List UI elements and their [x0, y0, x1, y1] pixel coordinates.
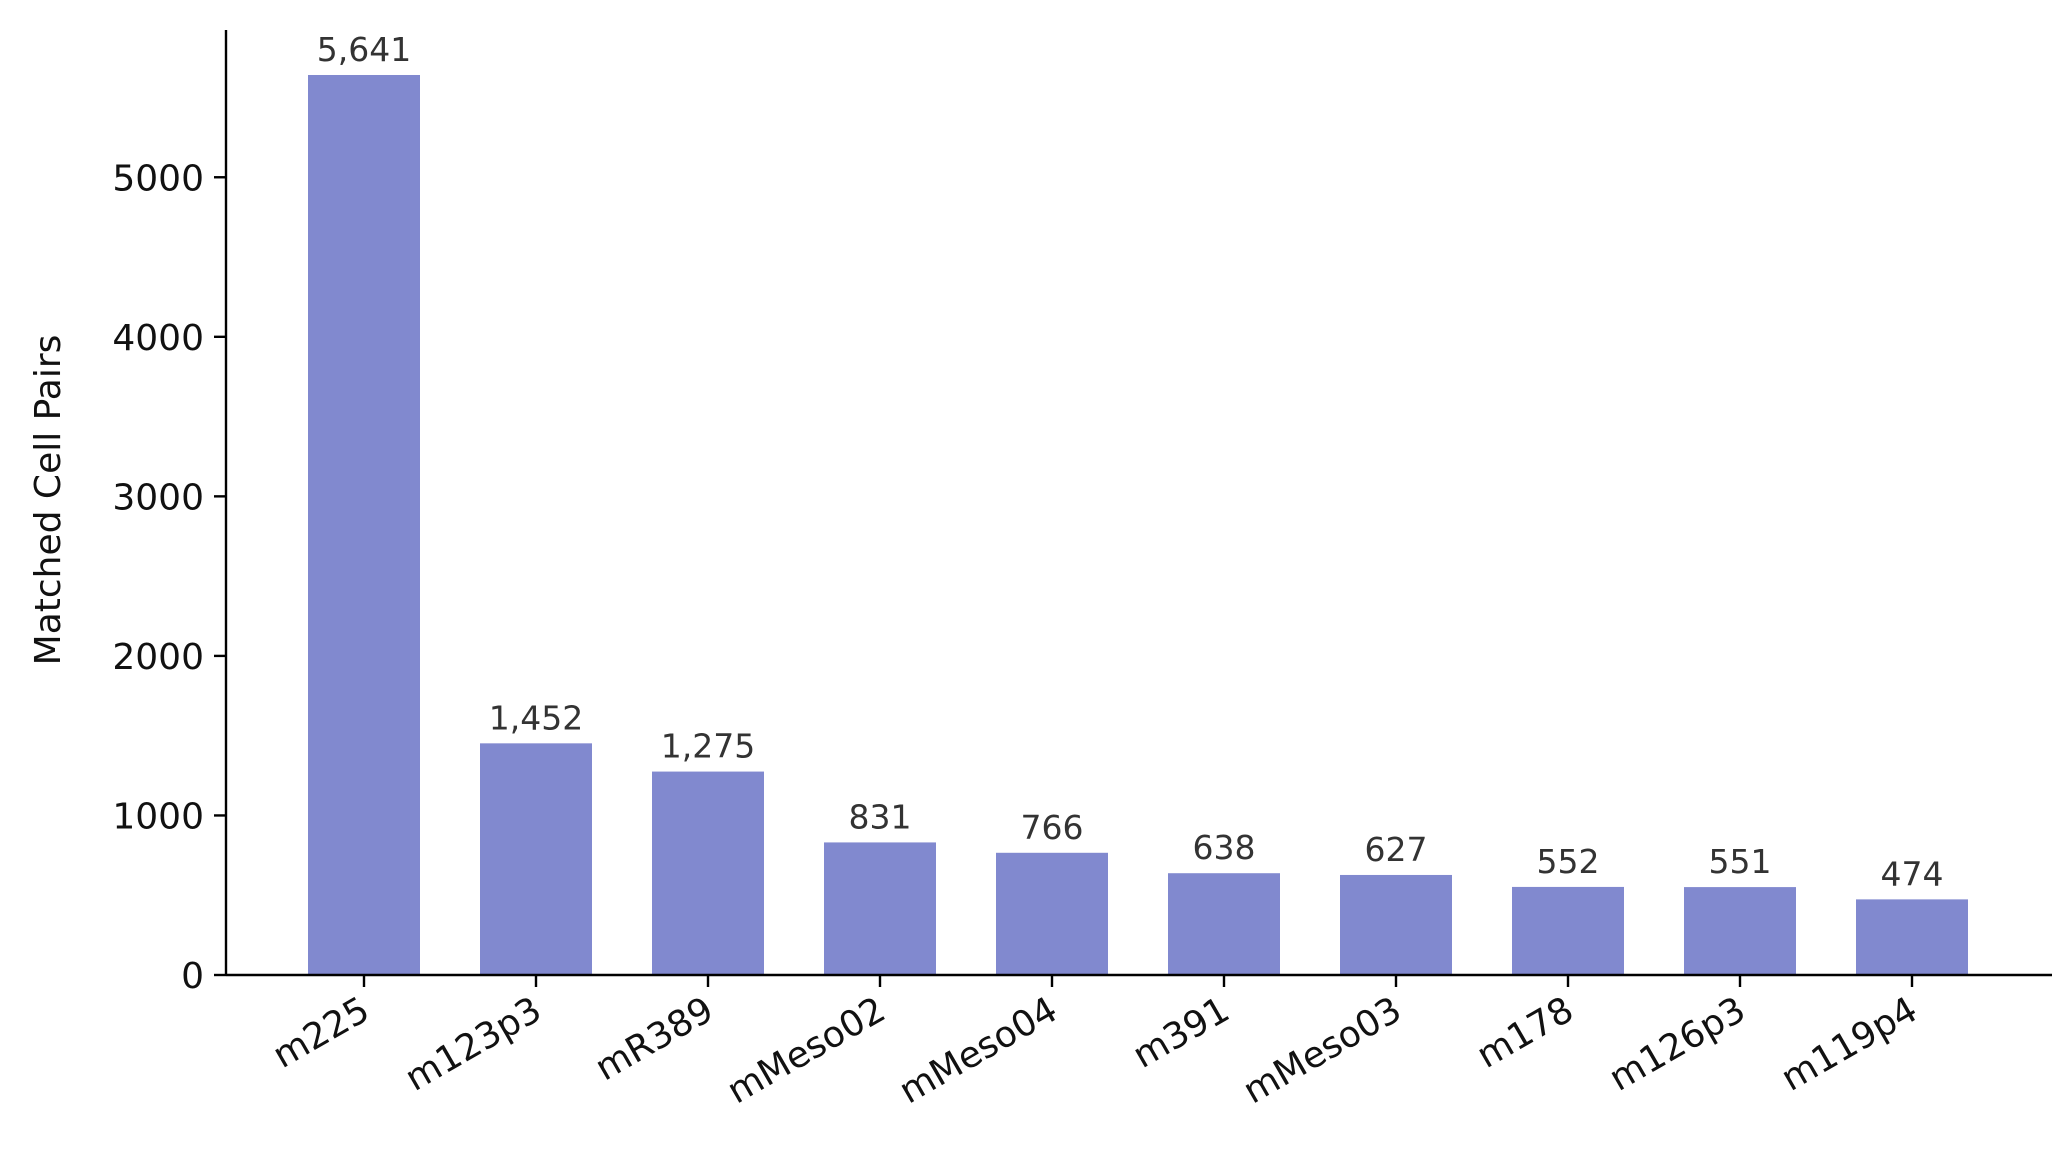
bar-m123p3	[480, 743, 592, 975]
data-label-m126p3: 551	[1709, 842, 1772, 881]
bar-m391	[1168, 873, 1280, 975]
x-tick-label-mR389: mR389	[588, 989, 720, 1089]
data-label-m178: 552	[1537, 842, 1600, 881]
y-tick-label: 1000	[112, 796, 204, 837]
x-tick-label-mMeso03: mMeso03	[1237, 989, 1409, 1112]
data-label-mR389: 1,275	[661, 727, 755, 766]
data-label-mMeso02: 831	[849, 797, 912, 836]
data-labels-group: 5,641 1,452 1,275 831 766 638 627 552 551 474	[317, 30, 1944, 893]
x-tick-label-m391: m391	[1126, 989, 1236, 1076]
y-tick-label: 2000	[112, 637, 204, 678]
bar-m119p4	[1856, 899, 1968, 975]
x-tick-label-m178: m178	[1470, 989, 1580, 1076]
y-axis-title: Matched Cell Pairs	[28, 335, 69, 666]
x-tick-label-m225: m225	[266, 989, 376, 1076]
x-axis: m225 m123p3 mR389 mMeso02 mMeso04 m391 mMeso03…	[226, 973, 2052, 1112]
y-tick-label: 3000	[112, 477, 204, 518]
bar-mMeso02	[824, 842, 936, 975]
data-label-m391: 638	[1193, 828, 1256, 867]
bar-m225	[308, 74, 420, 975]
bar-mR389	[652, 771, 764, 975]
y-axis: 0 1000 2000 3000 4000 5000	[112, 30, 228, 997]
bars-group	[308, 74, 1968, 975]
bar-m178	[1512, 886, 1624, 975]
data-label-mMeso03: 627	[1365, 830, 1428, 869]
x-tick-label-mMeso02: mMeso02	[721, 989, 893, 1112]
data-label-m119p4: 474	[1881, 854, 1944, 893]
data-label-mMeso04: 766	[1021, 808, 1084, 847]
bar-mMeso03	[1340, 874, 1452, 975]
x-tick-label-m123p3: m123p3	[398, 989, 548, 1099]
x-tick-label-m126p3: m126p3	[1602, 989, 1752, 1099]
bar-mMeso04	[996, 852, 1108, 975]
y-tick-label: 4000	[112, 318, 204, 359]
bar-m126p3	[1684, 887, 1796, 975]
x-tick-label-mMeso04: mMeso04	[893, 989, 1065, 1112]
x-tick-label-m119p4: m119p4	[1774, 989, 1924, 1099]
y-tick-label: 5000	[112, 158, 204, 199]
data-label-m123p3: 1,452	[489, 698, 583, 737]
data-label-m225: 5,641	[317, 30, 411, 69]
y-tick-label: 0	[181, 956, 204, 997]
